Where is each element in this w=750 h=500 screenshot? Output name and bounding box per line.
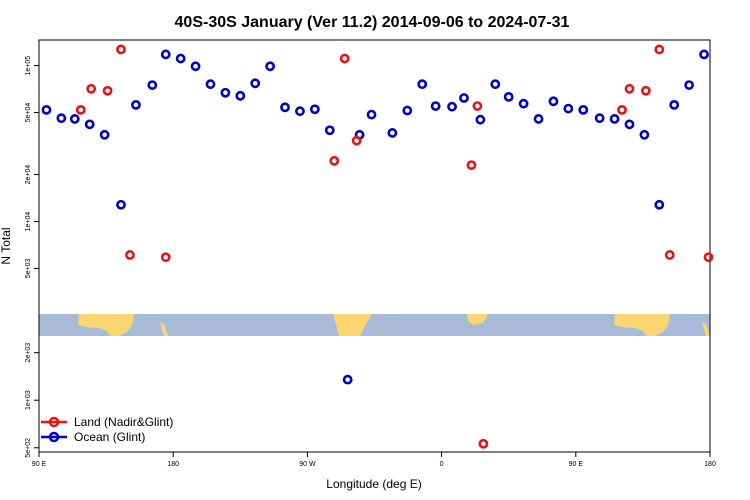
- land-point: [617, 104, 627, 115]
- ocean-point: [175, 53, 186, 64]
- land-point: [102, 85, 113, 96]
- legend-land-marker: [48, 416, 60, 428]
- ocean-point: [69, 114, 80, 124]
- legend-ocean-label: Ocean (Glint): [74, 430, 145, 444]
- land-point: [339, 53, 350, 64]
- ocean-point: [563, 103, 574, 114]
- ocean-point: [430, 101, 441, 111]
- land-point: [640, 85, 651, 96]
- ocean-point: [594, 113, 605, 124]
- land-point: [664, 250, 675, 260]
- ocean-point: [447, 101, 457, 112]
- ocean-point: [639, 129, 650, 140]
- land-point: [329, 155, 340, 166]
- ocean-point: [669, 99, 680, 110]
- nz-landmass-repeat: [702, 322, 710, 336]
- ocean-point: [324, 125, 335, 136]
- legend-land-label: Land (Nadir&Glint): [74, 415, 173, 429]
- plot-frame: [38, 39, 711, 453]
- ocean-point: [250, 78, 261, 89]
- y-tick-label: 1e+03: [25, 390, 32, 410]
- x-axis-label: Longitude (deg E): [326, 477, 421, 491]
- ocean-point: [309, 104, 320, 115]
- x-tick-label: 0: [440, 461, 444, 468]
- y-tick-label: 2e+04: [25, 165, 32, 185]
- data-points: [41, 44, 714, 449]
- x-tick-label: 90 W: [299, 461, 316, 468]
- y-tick-label: 5e+02: [25, 438, 32, 458]
- land-point: [703, 252, 714, 263]
- map-strip: [39, 314, 710, 336]
- legend-ocean-marker: [48, 431, 60, 443]
- ocean-point: [578, 104, 589, 115]
- x-tick-label: 180: [167, 461, 179, 468]
- land-point: [472, 101, 483, 111]
- ocean-point: [235, 90, 246, 101]
- ocean-point: [609, 114, 620, 124]
- ocean-point: [548, 96, 559, 107]
- land-point: [125, 250, 135, 260]
- africa-landmass: [467, 314, 488, 325]
- ocean-point: [459, 93, 469, 103]
- nz-landmass: [160, 322, 168, 336]
- ocean-point: [131, 99, 141, 110]
- land-point: [160, 252, 171, 263]
- land-point: [466, 160, 477, 171]
- x-axis: 90 E 180 90 W 0 90 E 180: [32, 452, 716, 468]
- ocean-point: [147, 80, 158, 90]
- land-point: [624, 83, 635, 94]
- ocean-point: [56, 113, 67, 124]
- ocean-point: [84, 119, 95, 130]
- y-tick-label: 5e+03: [25, 258, 32, 278]
- land-point: [116, 44, 126, 55]
- x-tick-label: 90 E: [569, 461, 584, 468]
- ocean-point: [417, 79, 428, 90]
- y-tick-label: 1e+05: [25, 56, 32, 76]
- australia-landmass: [78, 314, 134, 336]
- ocean-point: [41, 104, 52, 115]
- land-point: [654, 44, 665, 55]
- ocean-point: [160, 49, 171, 60]
- ocean-point: [265, 61, 276, 72]
- ocean-point: [280, 102, 290, 113]
- y-tick-label: 5e+04: [25, 103, 32, 123]
- ocean-point: [503, 91, 514, 102]
- land-point: [75, 104, 86, 115]
- chart-title: 40S-30S January (Ver 11.2) 2014-09-06 to…: [175, 14, 570, 31]
- ocean-point: [387, 128, 398, 138]
- x-tick-label: 90 E: [32, 461, 47, 468]
- y-axis-label: N Total: [0, 227, 13, 264]
- south-america-landmass: [333, 314, 372, 336]
- ocean-point: [295, 106, 305, 117]
- ocean-point: [684, 80, 695, 90]
- ocean-point: [533, 114, 544, 124]
- ocean-point: [654, 199, 665, 210]
- ocean-point: [220, 87, 231, 98]
- ocean-point: [699, 49, 709, 60]
- land-point: [351, 135, 362, 146]
- ocean-point: [490, 79, 501, 90]
- land-point: [478, 438, 489, 449]
- land-point: [86, 83, 97, 94]
- x-tick-label: 180: [704, 461, 716, 468]
- y-axis: 1e+05 5e+04 2e+04 1e+04 5e+03 2e+03 1e+03 5e+02: [25, 56, 39, 458]
- ocean-point: [342, 374, 353, 385]
- ocean-point: [116, 199, 126, 210]
- ocean-point: [475, 114, 486, 125]
- y-tick-label: 1e+04: [25, 212, 32, 232]
- australia-landmass-repeat: [614, 314, 670, 336]
- ocean-point: [402, 105, 413, 116]
- ocean-point: [624, 119, 635, 130]
- legend: Land (Nadir&Glint) Ocean (Glint): [41, 415, 173, 444]
- ocean-point: [518, 98, 529, 109]
- y-tick-label: 2e+03: [25, 343, 32, 363]
- ocean-point: [366, 109, 377, 120]
- ocean-point: [205, 79, 216, 90]
- ocean-point: [190, 61, 201, 72]
- ocean-point: [99, 129, 110, 140]
